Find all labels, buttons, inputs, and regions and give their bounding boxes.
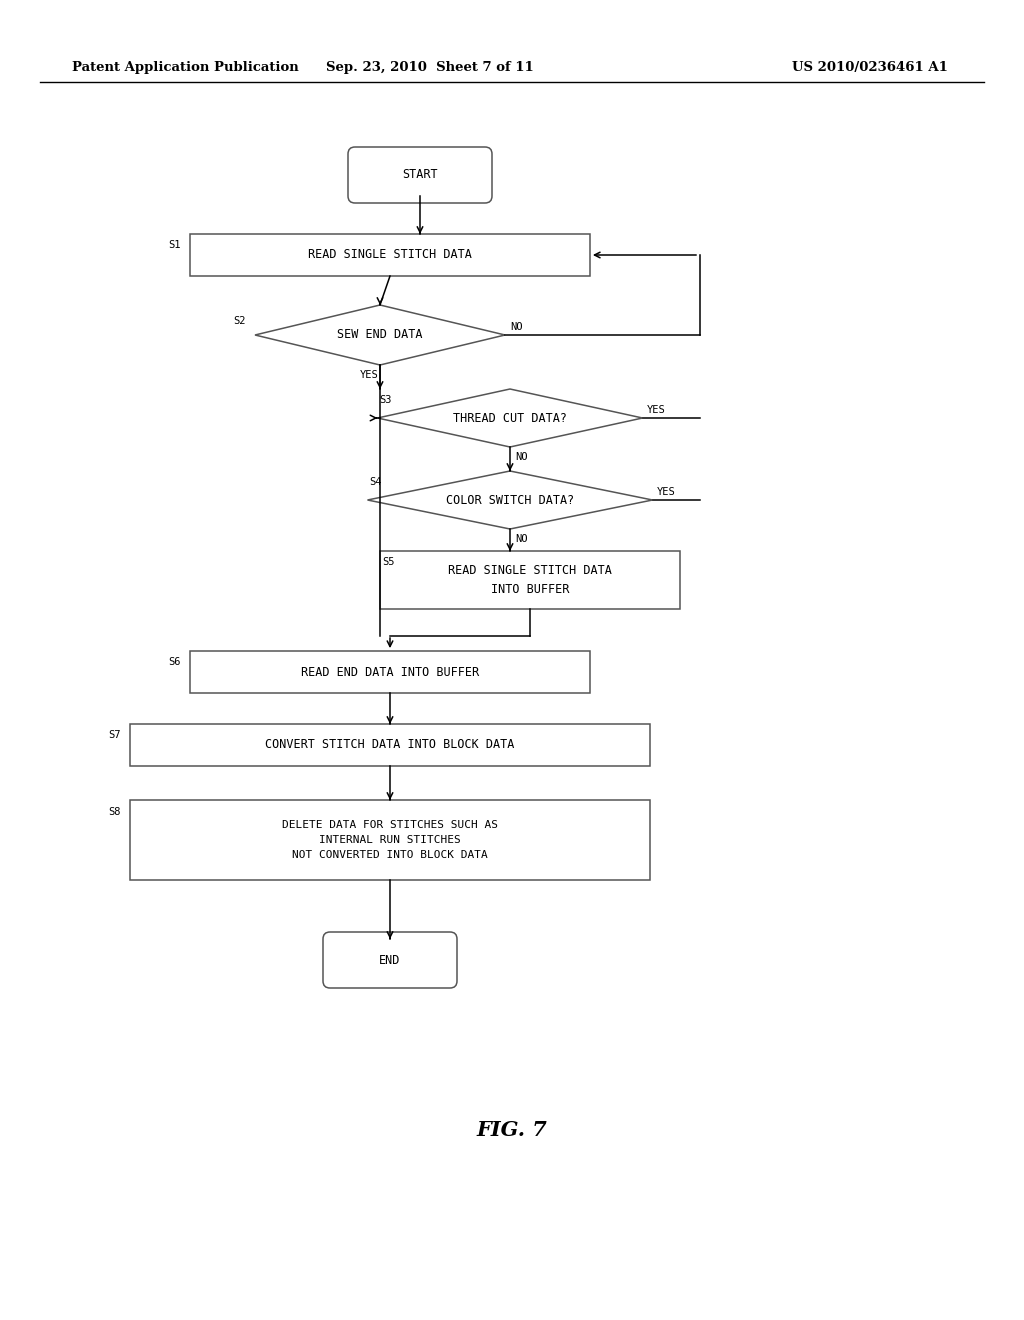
Text: COLOR SWITCH DATA?: COLOR SWITCH DATA? bbox=[445, 494, 574, 507]
Text: SEW END DATA: SEW END DATA bbox=[337, 329, 423, 342]
Polygon shape bbox=[368, 471, 652, 529]
Text: S4: S4 bbox=[370, 477, 382, 487]
Bar bbox=[380, 550, 680, 609]
Text: CONVERT STITCH DATA INTO BLOCK DATA: CONVERT STITCH DATA INTO BLOCK DATA bbox=[265, 738, 515, 751]
Text: THREAD CUT DATA?: THREAD CUT DATA? bbox=[453, 412, 567, 425]
Text: NO: NO bbox=[510, 322, 522, 333]
Text: S6: S6 bbox=[168, 657, 180, 667]
Text: END: END bbox=[379, 953, 400, 966]
Text: Patent Application Publication: Patent Application Publication bbox=[72, 62, 299, 74]
Text: S2: S2 bbox=[233, 315, 246, 326]
Text: READ SINGLE STITCH DATA
INTO BUFFER: READ SINGLE STITCH DATA INTO BUFFER bbox=[449, 564, 612, 597]
Text: YES: YES bbox=[360, 370, 379, 380]
Text: S1: S1 bbox=[168, 240, 180, 249]
Bar bbox=[130, 800, 650, 880]
Text: NO: NO bbox=[515, 535, 527, 544]
Text: S8: S8 bbox=[108, 807, 121, 817]
Text: DELETE DATA FOR STITCHES SUCH AS
INTERNAL RUN STITCHES
NOT CONVERTED INTO BLOCK : DELETE DATA FOR STITCHES SUCH AS INTERNA… bbox=[282, 820, 498, 859]
Text: YES: YES bbox=[656, 487, 675, 498]
Text: NO: NO bbox=[515, 451, 527, 462]
Text: START: START bbox=[402, 169, 438, 181]
Text: S3: S3 bbox=[380, 395, 392, 405]
FancyBboxPatch shape bbox=[323, 932, 457, 987]
Text: S7: S7 bbox=[108, 730, 121, 741]
Bar bbox=[190, 234, 590, 276]
Bar bbox=[130, 723, 650, 766]
Polygon shape bbox=[255, 305, 505, 366]
Text: Sep. 23, 2010  Sheet 7 of 11: Sep. 23, 2010 Sheet 7 of 11 bbox=[326, 62, 534, 74]
Text: US 2010/0236461 A1: US 2010/0236461 A1 bbox=[792, 62, 948, 74]
Text: READ SINGLE STITCH DATA: READ SINGLE STITCH DATA bbox=[308, 248, 472, 261]
FancyBboxPatch shape bbox=[348, 147, 492, 203]
Text: S5: S5 bbox=[382, 557, 394, 568]
Bar bbox=[190, 651, 590, 693]
Text: FIG. 7: FIG. 7 bbox=[476, 1119, 548, 1140]
Polygon shape bbox=[378, 389, 642, 447]
Text: READ END DATA INTO BUFFER: READ END DATA INTO BUFFER bbox=[301, 665, 479, 678]
Text: YES: YES bbox=[646, 405, 666, 414]
